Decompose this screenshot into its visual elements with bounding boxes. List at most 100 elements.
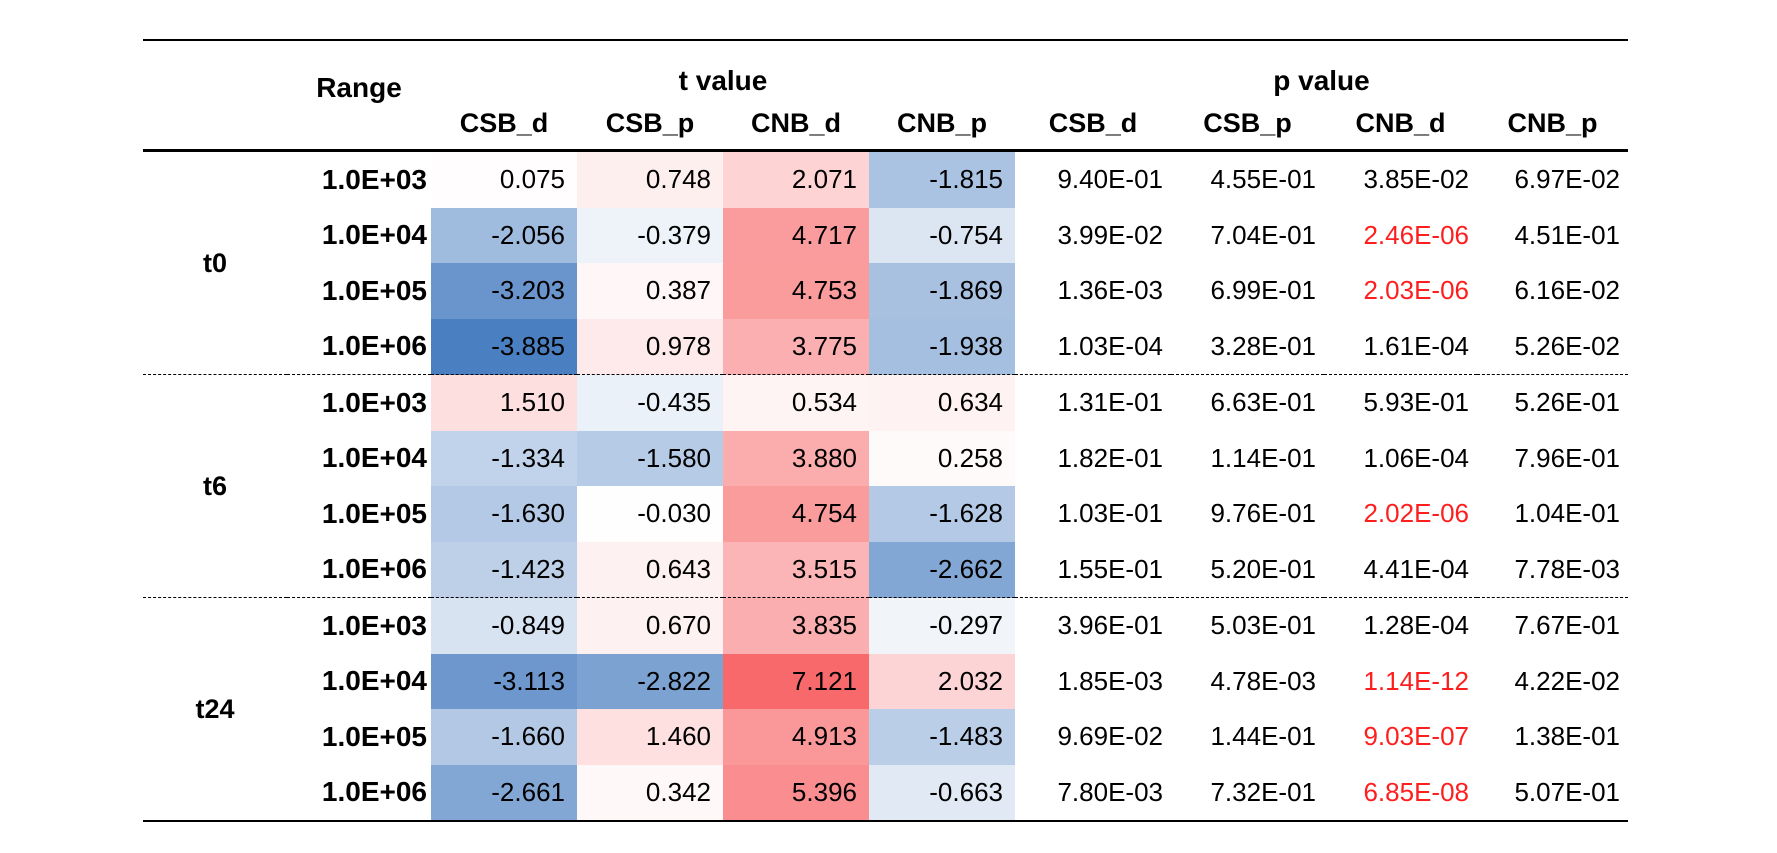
range-cell: 1.0E+05 [321,497,427,529]
time-point-label: t0 [202,247,227,278]
p-value-cell: 1.14E-12 [1363,665,1469,696]
t-value-cell: -1.423 [431,541,577,598]
statistics-table: Range t value p value CSB_d CSB_p CNB_d CNB… [143,39,1628,822]
p-value-cell: 7.32E-01 [1171,764,1324,822]
p-value-cell: 1.82E-01 [1057,442,1163,473]
p-value-cell: 7.96E-01 [1514,442,1620,473]
t-column-header-cnb-p: CNB_p [869,97,1015,152]
p-value-cell: 1.31E-01 [1015,374,1171,431]
t-value-cell: 4.717 [723,207,869,263]
t-value-cell: 3.515 [723,541,869,598]
t-value-cell: -3.203 [431,263,577,319]
t-value-cell: 0.643 [577,541,723,598]
t-value-cell: -1.815 [869,150,1015,208]
t-value-cell: -0.297 [869,597,1015,654]
t-value-cell: 1.510 [431,374,577,431]
t-value-cell: -0.379 [577,207,723,263]
t-value-cell: -0.849 [431,597,577,654]
p-value-cell: 3.99E-02 [1057,219,1163,250]
range-cell: 1.0E+06 [321,553,427,585]
p-value-cell: 1.06E-04 [1363,442,1469,473]
t-value-group-header: t value [431,39,1015,97]
t-value-cell: 0.075 [431,150,577,208]
p-value-cell: 1.03E-04 [1057,330,1163,361]
p-value-cell: 7.78E-03 [1514,553,1620,584]
column-header-row: CSB_d CSB_p CNB_d CNB_p CSB_d CSB_p CNB_d CNB_p [143,97,1628,152]
t-value-cell: -1.938 [869,318,1015,375]
p-value-cell: 7.04E-01 [1210,219,1316,250]
t-column-header-cnb-d: CNB_d [723,97,869,152]
table-row: 1.0E+06 -2.661 0.342 5.396 -0.663 7.80E-03 7.3… [143,764,1628,822]
t-value-cell: 7.121 [723,653,869,709]
p-value-cell: 9.76E-01 [1210,498,1316,529]
table-body: t0 1.0E+03 0.075 0.748 2.071 -1.815 9.40E-01 4.… [143,150,1628,822]
t-value-cell: -2.822 [577,653,723,709]
t-value-cell: 3.880 [723,430,869,486]
p-value-cell: 7.80E-03 [1015,764,1171,822]
t-value-cell: 4.753 [723,263,869,319]
t-value-cell: 3.835 [723,597,869,654]
table-row: 1.0E+04 -3.113 -2.822 7.121 2.032 1.85E-03 4.7… [143,653,1628,709]
t-value-cell: -3.113 [431,653,577,709]
p-value-cell: 2.46E-06 [1363,219,1469,250]
t-value-cell: -1.580 [577,430,723,486]
t-value-cell: -1.630 [431,486,577,542]
p-value-cell: 7.67E-01 [1477,597,1628,654]
table-row: t0 1.0E+03 0.075 0.748 2.071 -1.815 9.40E-01 4.… [143,150,1628,278]
p-column-header-cnb-p: CNB_p [1477,97,1628,152]
table-row: 1.0E+04 -2.056 -0.379 4.717 -0.754 3.99E-02 7.… [143,207,1628,263]
t-value-cell: 0.387 [577,263,723,319]
t-value-cell: -1.334 [431,430,577,486]
range-cell: 1.0E+04 [321,219,427,251]
t-value-cell: -0.435 [577,374,723,431]
range-cell: 1.0E+03 [287,374,431,431]
range-cell: 1.0E+05 [321,274,427,306]
t-value-cell: -0.030 [577,486,723,542]
p-value-cell: 3.96E-01 [1015,597,1171,654]
t-value-cell: -2.662 [869,541,1015,598]
range-cell: 1.0E+06 [321,330,427,362]
t-value-cell: -2.056 [431,207,577,263]
p-value-cell: 3.28E-01 [1210,330,1316,361]
p-value-cell: 1.04E-01 [1514,498,1620,529]
p-value-cell: 9.03E-07 [1363,721,1469,752]
table-row: t6 1.0E+03 1.510 -0.435 0.534 0.634 1.31E-01 6.… [143,374,1628,598]
t-value-cell: 0.534 [723,374,869,431]
range-cell: 1.0E+04 [321,442,427,474]
t-value-cell: 0.634 [869,374,1015,431]
p-column-header-cnb-d: CNB_d [1324,97,1477,152]
p-value-cell: 6.99E-01 [1210,275,1316,306]
range-cell: 1.0E+03 [287,597,431,654]
p-value-cell: 1.03E-01 [1057,498,1163,529]
time-point-label: t24 [143,597,287,822]
p-column-header-csb-p: CSB_p [1171,97,1324,152]
t-value-cell: -1.628 [869,486,1015,542]
p-value-cell: 5.03E-01 [1171,597,1324,654]
range-cell: 1.0E+03 [321,163,427,195]
corner-cell-lower [143,97,287,152]
p-value-cell: 4.55E-01 [1210,164,1316,195]
t-value-cell: 2.032 [869,653,1015,709]
range-header: Range [287,39,431,152]
p-value-cell: 2.03E-06 [1363,275,1469,306]
p-value-cell: 1.38E-01 [1514,721,1620,752]
t-value-cell: -0.663 [869,764,1015,822]
t-value-cell: 5.396 [723,764,869,822]
t-value-cell: 4.754 [723,486,869,542]
t-value-cell: 3.775 [723,318,869,375]
p-value-cell: 1.36E-03 [1057,275,1163,306]
t-value-cell: 0.342 [577,764,723,822]
table-row: t24 1.0E+03 -0.849 0.670 3.835 -0.297 3.96E-01… [143,597,1628,822]
p-value-cell: 1.85E-03 [1057,665,1163,696]
table-header: Range t value p value CSB_d CSB_p CNB_d CNB… [143,39,1628,152]
p-value-cell: 5.07E-01 [1477,764,1628,822]
p-value-cell: 6.16E-02 [1514,275,1620,306]
t-value-cell: 0.978 [577,318,723,375]
t-value-cell: -3.885 [431,318,577,375]
t-value-cell: 2.071 [723,150,869,208]
p-value-cell: 4.41E-04 [1363,553,1469,584]
p-value-cell: 4.22E-02 [1514,665,1620,696]
table-row: 1.0E+06 -1.423 0.643 3.515 -2.662 1.55E-01 5.2… [143,541,1628,598]
p-value-cell: 2.02E-06 [1363,498,1469,529]
t-value-cell: -1.660 [431,709,577,765]
